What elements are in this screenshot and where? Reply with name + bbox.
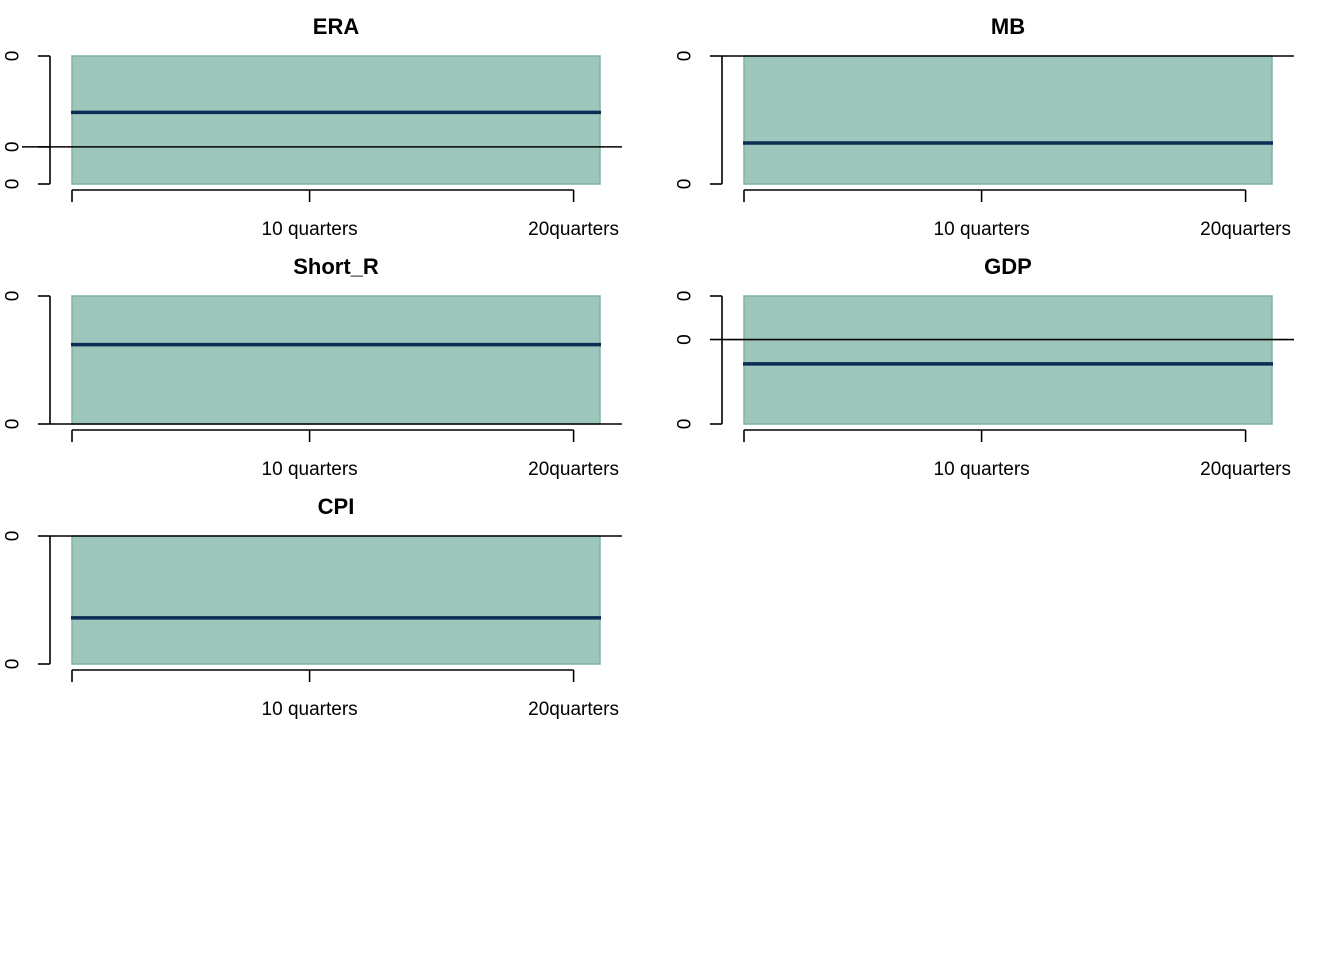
panel-short-r: 0 0 10 quarters 20quarters Short_R xyxy=(3,254,622,480)
y-tick-label: 0 xyxy=(3,51,24,62)
x-tick-label: 10 quarters xyxy=(262,699,358,720)
confidence-band xyxy=(743,295,1273,425)
panel-cpi: 0 0 10 quarters 20quarters CPI xyxy=(3,494,622,720)
x-tick-label: 10 quarters xyxy=(934,459,1030,480)
y-tick-label: 0 xyxy=(675,419,696,430)
chart-title: Short_R xyxy=(293,254,379,279)
chart-title: CPI xyxy=(318,494,355,519)
x-tick-label: 20quarters xyxy=(1200,459,1291,480)
y-tick-label: 0 xyxy=(675,51,696,62)
x-tick-label: 10 quarters xyxy=(262,459,358,480)
chart-title: ERA xyxy=(313,14,360,39)
x-tick-label: 20quarters xyxy=(1200,219,1291,240)
y-tick-label: 0 xyxy=(3,659,24,670)
y-tick-label: 0 xyxy=(675,179,696,190)
y-tick-label: 0 xyxy=(3,291,24,302)
chart-title: MB xyxy=(991,14,1025,39)
chart-title: GDP xyxy=(984,254,1032,279)
confidence-band xyxy=(743,55,1273,185)
x-tick-label: 10 quarters xyxy=(262,219,358,240)
panel-gdp: 0 0 0 10 quarters 20quarters GDP xyxy=(675,254,1294,480)
y-tick-label: 0 xyxy=(3,419,24,430)
y-tick-label: 0 xyxy=(3,531,24,542)
panel-era: 0 0 0 10 quarters 20quarters ERA xyxy=(3,14,622,240)
confidence-band xyxy=(71,295,601,425)
panel-mb: 0 0 10 quarters 20quarters MB xyxy=(675,14,1294,240)
y-tick-label: 0 xyxy=(675,334,696,345)
x-tick-label: 20quarters xyxy=(528,459,619,480)
x-tick-label: 20quarters xyxy=(528,699,619,720)
x-tick-label: 10 quarters xyxy=(934,219,1030,240)
y-tick-label: 0 xyxy=(675,291,696,302)
x-tick-label: 20quarters xyxy=(528,219,619,240)
y-tick-label: 0 xyxy=(3,179,24,190)
confidence-band xyxy=(71,55,601,185)
confidence-band xyxy=(71,535,601,665)
y-tick-label: 0 xyxy=(3,142,24,153)
